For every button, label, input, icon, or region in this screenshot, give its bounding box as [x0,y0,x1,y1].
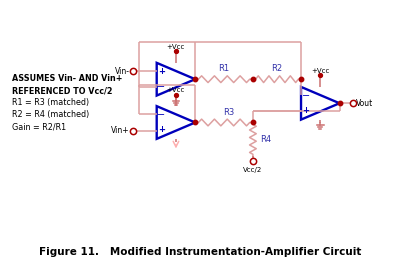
Text: Vcc/2: Vcc/2 [243,167,262,173]
Text: +Vcc: +Vcc [311,68,330,74]
Text: Vout: Vout [356,99,373,108]
Text: Vin-: Vin- [115,66,130,76]
Text: +Vcc: +Vcc [167,44,185,50]
Text: Figure 11.   Modified Instrumentation-Amplifier Circuit: Figure 11. Modified Instrumentation-Ampl… [39,247,361,257]
Text: +: + [302,106,309,115]
Text: R3: R3 [223,108,234,117]
Text: −: − [302,91,310,101]
Text: +Vcc: +Vcc [167,87,185,93]
Text: −: − [158,110,166,120]
Text: R4: R4 [261,135,272,144]
Text: R1: R1 [218,65,230,73]
Text: R2: R2 [272,65,282,73]
Text: R1 = R3 (matched)
R2 = R4 (matched)
Gain = R2/R1: R1 = R3 (matched) R2 = R4 (matched) Gain… [12,99,90,131]
Text: ASSUMES Vin- AND Vin+
REFERENCED TO Vcc/2: ASSUMES Vin- AND Vin+ REFERENCED TO Vcc/… [12,75,123,95]
Text: +: + [158,67,165,76]
Text: +: + [158,125,165,134]
Text: Vin+: Vin+ [111,126,130,135]
Text: −: − [158,82,166,92]
